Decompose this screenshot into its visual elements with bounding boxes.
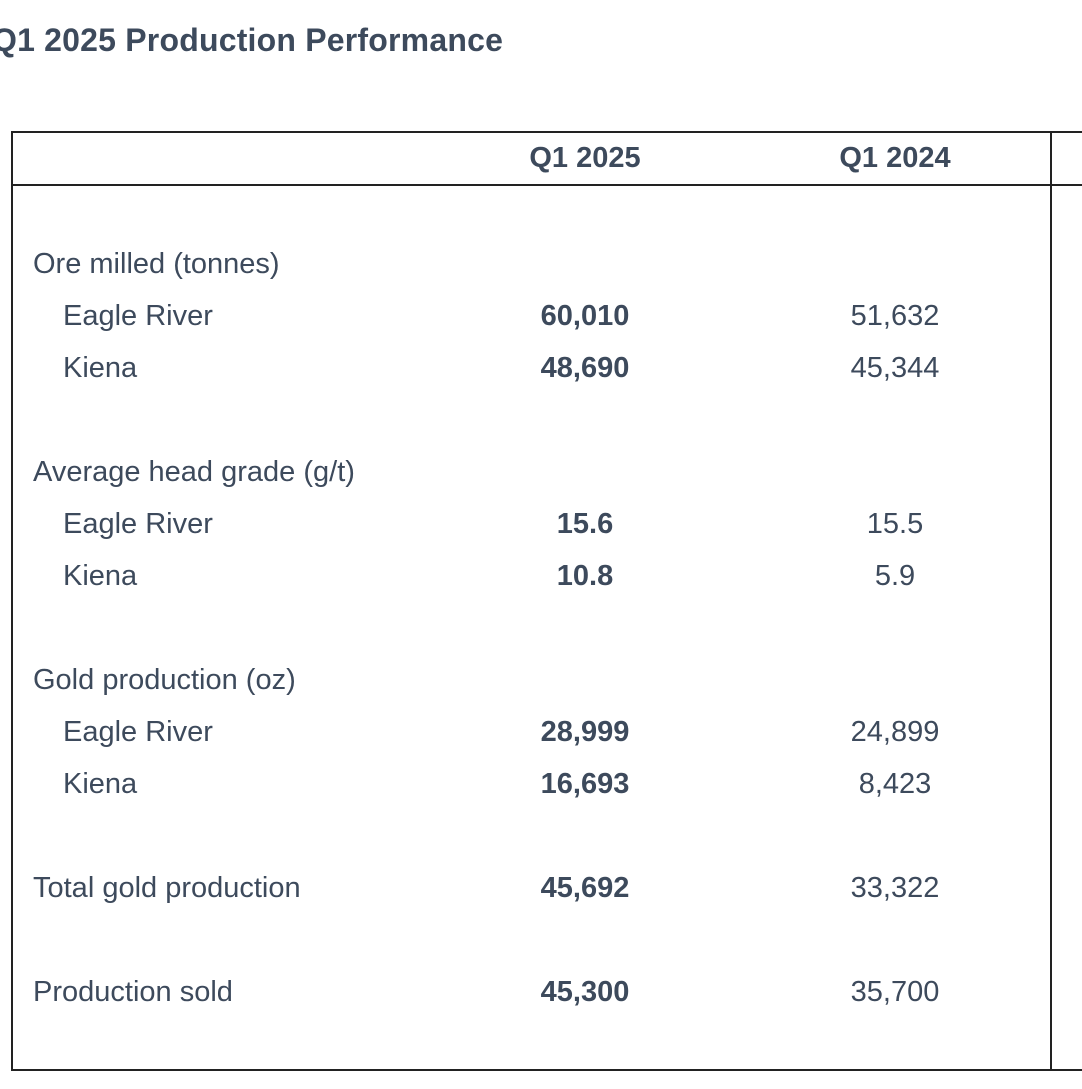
cell-gold-kiena-q1-2025: 16,693	[540, 768, 630, 800]
column-header-q1-2025: Q1 2025	[529, 142, 641, 174]
section-label-gold-production: Gold production (oz)	[33, 664, 296, 696]
cell-production-sold-q1-2025: 45,300	[540, 976, 630, 1008]
header-divider	[11, 184, 1082, 186]
row-label-gold-eagle-river: Eagle River	[63, 716, 213, 748]
row-label-ore-eagle-river: Eagle River	[63, 300, 213, 332]
cell-production-sold-q1-2024: 35,700	[850, 976, 940, 1008]
production-table	[11, 131, 1082, 1071]
row-label-production-sold: Production sold	[33, 976, 233, 1008]
row-label-gold-kiena: Kiena	[63, 768, 138, 800]
column-divider	[1050, 131, 1052, 1071]
page-title: Q1 2025 Production Performance	[0, 22, 504, 58]
row-label-grade-kiena: Kiena	[63, 560, 138, 592]
cell-gold-eagle-river-q1-2024: 24,899	[850, 716, 940, 748]
row-label-grade-eagle-river: Eagle River	[63, 508, 213, 540]
section-label-head-grade: Average head grade (g/t)	[33, 456, 355, 488]
cell-ore-eagle-river-q1-2024: 51,632	[850, 300, 940, 332]
cell-ore-kiena-q1-2024: 45,344	[850, 352, 940, 384]
cell-gold-kiena-q1-2024: 8,423	[858, 768, 932, 800]
column-header-q1-2024: Q1 2024	[839, 142, 951, 174]
cell-grade-kiena-q1-2025: 10.8	[556, 560, 614, 592]
cell-grade-eagle-river-q1-2024: 15.5	[866, 508, 924, 540]
row-label-ore-kiena: Kiena	[63, 352, 138, 384]
cell-grade-eagle-river-q1-2025: 15.6	[556, 508, 614, 540]
cell-grade-kiena-q1-2024: 5.9	[874, 560, 916, 592]
cell-total-gold-q1-2024: 33,322	[850, 872, 940, 904]
cell-total-gold-q1-2025: 45,692	[540, 872, 630, 904]
cell-ore-kiena-q1-2025: 48,690	[540, 352, 630, 384]
cell-gold-eagle-river-q1-2025: 28,999	[540, 716, 630, 748]
cell-ore-eagle-river-q1-2025: 60,010	[540, 300, 630, 332]
section-label-ore-milled: Ore milled (tonnes)	[33, 248, 280, 280]
row-label-total-gold-production: Total gold production	[33, 872, 301, 904]
